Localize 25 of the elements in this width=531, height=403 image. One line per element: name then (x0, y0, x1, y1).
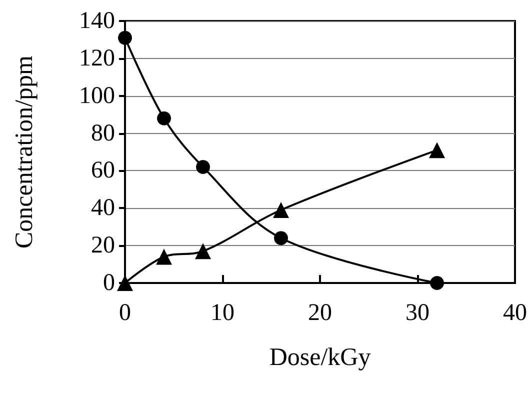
y-tick-label: 100 (79, 82, 115, 109)
y-tick-label: 120 (79, 45, 115, 72)
y-tick-label: 140 (79, 8, 115, 34)
point (196, 160, 210, 174)
y-tick-label: 20 (91, 232, 115, 259)
point (118, 30, 132, 45)
point (274, 231, 288, 246)
point (273, 202, 289, 218)
x-axis-title: Dose/kGy (269, 344, 372, 371)
x-tick-label: 30 (406, 300, 430, 326)
y-axis-title: Concentration/ppm (11, 54, 38, 249)
y-tick-label: 40 (91, 195, 115, 222)
point (430, 276, 444, 290)
point (195, 243, 211, 260)
point (157, 111, 171, 126)
x-tick-label: 0 (119, 300, 131, 326)
point (156, 248, 172, 265)
point (429, 142, 445, 158)
point (117, 275, 133, 291)
x-tick-label: 20 (308, 300, 332, 326)
y-tick-label: 0 (103, 270, 115, 296)
x-tick-label: 40 (503, 300, 527, 326)
x-tick-label: 10 (210, 300, 234, 326)
y-tick-label: 60 (91, 158, 115, 184)
y-tick-label: 80 (91, 120, 115, 146)
